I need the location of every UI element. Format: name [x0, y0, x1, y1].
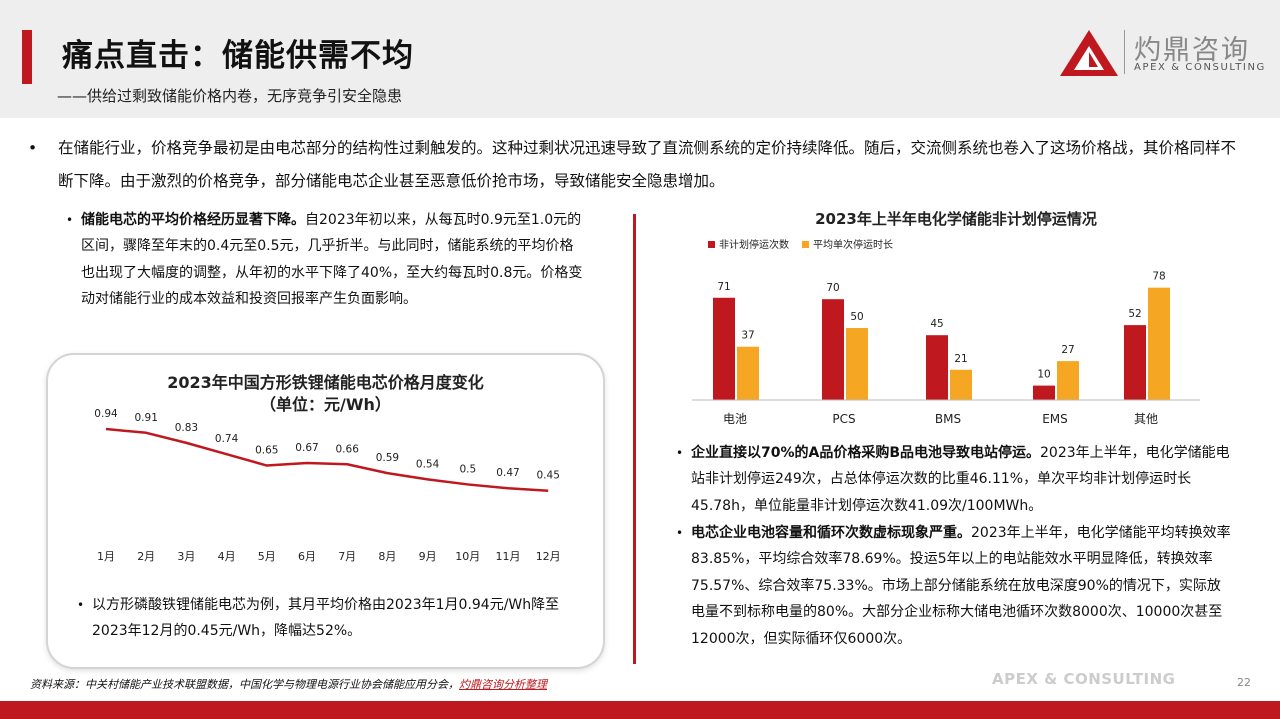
- bar-value-label: 71: [717, 281, 730, 293]
- right-bullet-2-text: 2023年上半年，电化学储能平均转换效率83.85%，平均综合效率78.69%。…: [691, 525, 1231, 647]
- price-data-label: 0.66: [336, 443, 360, 455]
- right-bullet-2: • 电芯企业电池容量和循环次数虚标现象严重。2023年上半年，电化学储能平均转换…: [676, 520, 1231, 652]
- right-bullet-1: • 企业直接以70%的A品价格采购B品电池导致电站停运。2023年上半年，电化学…: [676, 440, 1231, 519]
- bar-value-label: 78: [1152, 271, 1165, 283]
- left-bullet-1: • 储能电芯的平均价格经历显著下降。自2023年初以来，从每瓦时0.9元至1.0…: [66, 207, 586, 313]
- title-accent-bar: [22, 30, 32, 84]
- bar-avg-duration: [737, 346, 759, 400]
- header: 痛点直击：储能供需不均 ——供给过剩致储能价格内卷，无序竞争引安全隐患 灼鼎咨询…: [0, 0, 1280, 118]
- price-data-label: 0.47: [496, 467, 519, 479]
- month-tick-label: 9月: [419, 550, 437, 563]
- line-chart-title: 2023年中国方形铁锂储能电芯价格月度变化: [167, 373, 484, 392]
- line-chart-subtitle: （单位：元/Wh）: [260, 395, 391, 414]
- price-data-label: 0.59: [376, 452, 399, 464]
- category-tick-label: BMS: [935, 412, 961, 426]
- month-tick-label: 2月: [137, 550, 155, 563]
- footer-bar: [0, 701, 1280, 719]
- source-text: 资料来源：中关村储能产业技术联盟数据，中国化学与物理电源行业协会储能应用分会，: [30, 678, 459, 691]
- logo-text-en: APEX & CONSULTING: [1134, 62, 1266, 73]
- page-title: 痛点直击：储能供需不均: [62, 38, 414, 74]
- left-bullet-1-text: 自2023年初以来，从每瓦时0.9元至1.0元的区间，骤降至年末的0.4元至0.…: [81, 212, 583, 308]
- legend-swatch-2: [802, 241, 809, 248]
- month-tick-label: 6月: [298, 550, 316, 563]
- bullet-dot: •: [77, 598, 85, 612]
- bar-value-label: 10: [1037, 369, 1050, 381]
- source-highlight: 灼鼎咨询分析整理: [459, 678, 547, 691]
- bar-value-label: 45: [930, 318, 943, 330]
- price-data-label: 0.67: [295, 442, 318, 454]
- price-data-label: 0.5: [459, 463, 476, 475]
- category-tick-label: PCS: [832, 412, 855, 426]
- column-divider: [633, 214, 636, 664]
- month-tick-label: 10月: [455, 550, 480, 563]
- bar-value-label: 52: [1128, 308, 1141, 320]
- bullet-dot: •: [28, 139, 38, 157]
- bullet-dot: •: [676, 446, 684, 460]
- intro-text: 在储能行业，价格竞争最初是由电芯部分的结构性过剩触发的。这种过剩状况迅速导致了直…: [58, 139, 1237, 190]
- bar-value-label: 37: [741, 330, 754, 342]
- bar-chart-title: 2023年上半年电化学储能非计划停运情况: [815, 210, 1097, 228]
- right-bullet-1-heading: 企业直接以70%的A品价格采购B品电池导致电站停运。: [691, 445, 1041, 461]
- month-tick-label: 4月: [218, 550, 236, 563]
- left-bullet-1-heading: 储能电芯的平均价格经历显著下降。: [81, 212, 305, 228]
- bullet-dot: •: [66, 213, 74, 227]
- right-bullet-1-text: 2023年上半年，电化学储能电站非计划停运249次，占总体停运次数的比重46.1…: [691, 445, 1230, 514]
- bar-value-label: 21: [954, 353, 967, 365]
- price-data-label: 0.65: [255, 445, 278, 457]
- month-tick-label: 11月: [496, 550, 521, 563]
- price-data-label: 0.94: [94, 408, 118, 420]
- price-data-label: 0.74: [215, 433, 239, 445]
- right-bullet-2-heading: 电芯企业电池容量和循环次数虚标现象严重。: [691, 525, 971, 541]
- bar-value-label: 70: [826, 282, 839, 294]
- price-line-chart: 2023年中国方形铁锂储能电芯价格月度变化 （单位：元/Wh） 0.94 1月 0.91…: [94, 373, 561, 563]
- bar-avg-duration: [1057, 361, 1079, 400]
- category-tick-label: 其他: [1134, 412, 1158, 426]
- logo-triangle-icon: [1060, 30, 1118, 76]
- watermark: APEX & CONSULTING: [992, 670, 1176, 688]
- logo-text-cn: 灼鼎咨询: [1134, 35, 1250, 66]
- month-tick-label: 8月: [378, 550, 396, 563]
- price-chart-panel: 2023年中国方形铁锂储能电芯价格月度变化 （单位：元/Wh） 0.94 1月 0.91…: [46, 353, 605, 669]
- left-bullet-2: • 以方形磷酸铁锂储能电芯为例，其月平均价格由2023年1月0.94元/Wh降至…: [77, 592, 577, 645]
- price-data-label: 0.83: [175, 422, 198, 434]
- bar-avg-duration: [1148, 287, 1170, 400]
- left-bullet-2-text: 以方形磷酸铁锂储能电芯为例，其月平均价格由2023年1月0.94元/Wh降至20…: [92, 597, 560, 640]
- bar-avg-duration: [950, 369, 972, 400]
- page-subtitle: ——供给过剩致储能价格内卷，无序竞争引安全隐患: [57, 87, 403, 105]
- logo-divider: [1124, 30, 1125, 74]
- legend-label-1: 非计划停运次数: [719, 238, 789, 251]
- bar-outage-count: [822, 299, 844, 400]
- source-note: 资料来源：中关村储能产业技术联盟数据，中国化学与物理电源行业协会储能应用分会，灼…: [30, 676, 547, 692]
- category-tick-label: EMS: [1042, 412, 1068, 426]
- month-tick-label: 5月: [258, 550, 276, 563]
- page-number: 22: [1237, 676, 1251, 689]
- category-tick-label: 电池: [723, 412, 747, 426]
- bar-outage-count: [713, 297, 735, 400]
- bar-avg-duration: [846, 328, 868, 400]
- bar-value-label: 27: [1061, 344, 1074, 356]
- month-tick-label: 7月: [338, 550, 356, 563]
- price-data-label: 0.54: [416, 458, 440, 470]
- price-line-series: [105, 427, 549, 492]
- bar-value-label: 50: [850, 311, 863, 323]
- bar-outage-count: [1033, 385, 1055, 400]
- bullet-dot: •: [676, 526, 684, 540]
- legend-label-2: 平均单次停运时长: [813, 238, 893, 251]
- month-tick-label: 1月: [97, 550, 115, 563]
- bar-outage-count: [1124, 325, 1146, 400]
- month-tick-label: 3月: [177, 550, 195, 563]
- month-tick-label: 12月: [536, 550, 561, 563]
- bar-outage-count: [926, 335, 948, 400]
- price-data-label: 0.91: [135, 412, 158, 424]
- intro-paragraph: • 在储能行业，价格竞争最初是由电芯部分的结构性过剩触发的。这种过剩状况迅速导致…: [28, 132, 1238, 198]
- logo: 灼鼎咨询 APEX & CONSULTING: [1060, 28, 1264, 78]
- price-data-label: 0.45: [537, 470, 560, 482]
- legend-swatch-1: [708, 241, 715, 248]
